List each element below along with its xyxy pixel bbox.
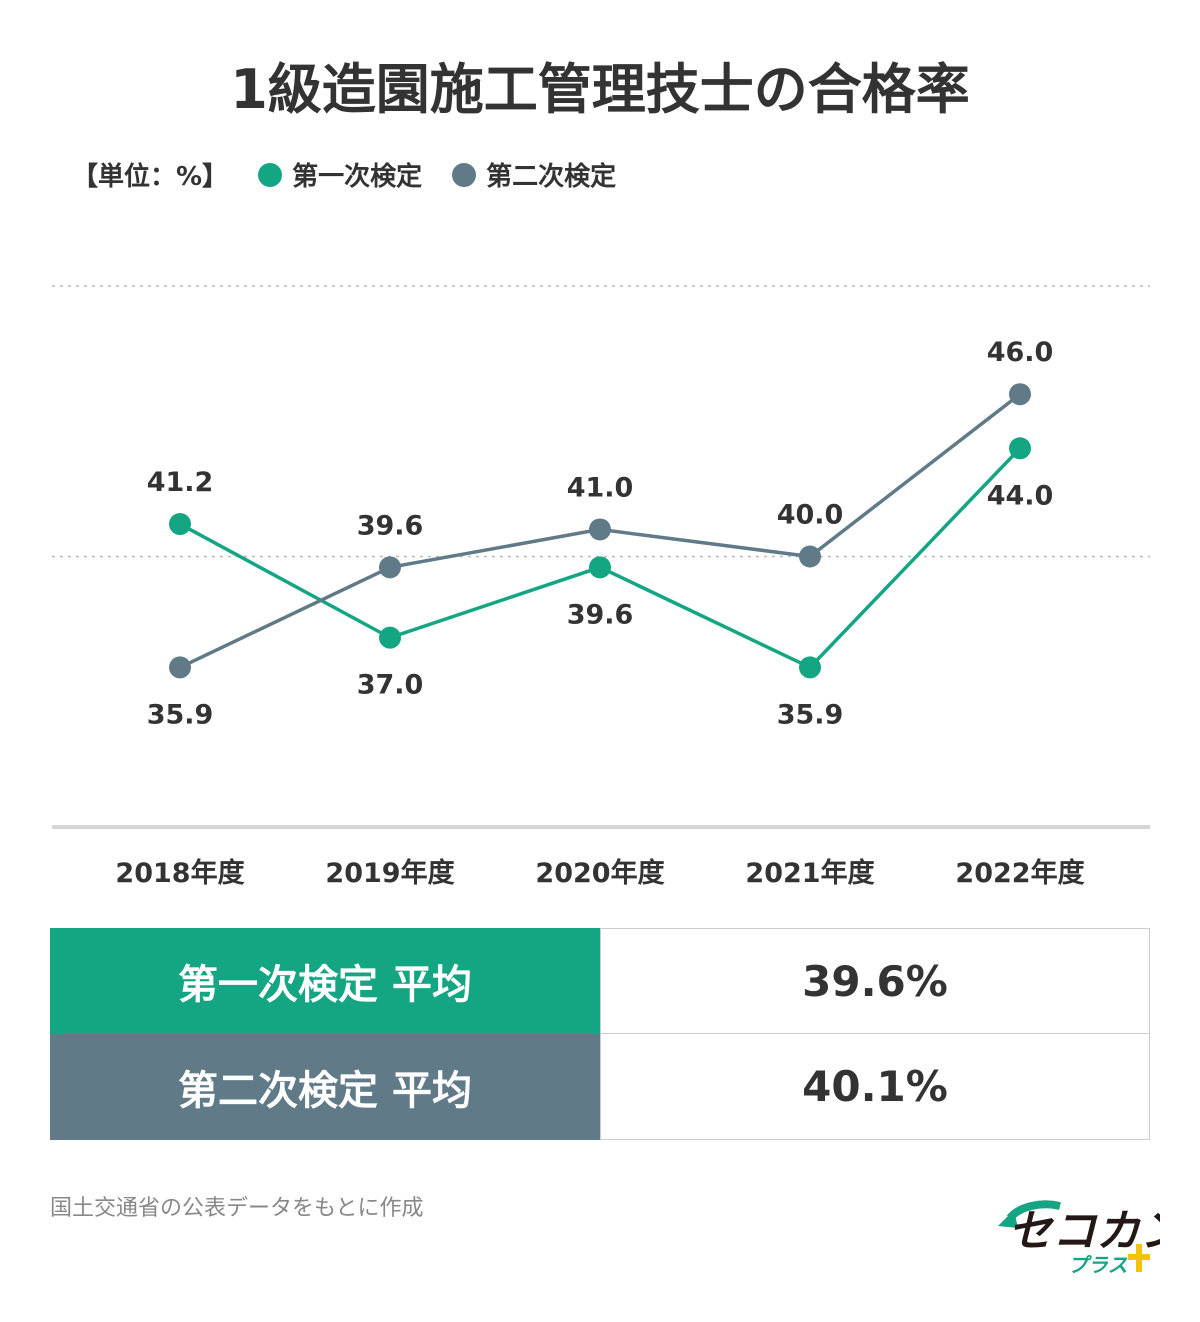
legend: 【単位：%】 第一次検定 第二次検定 xyxy=(72,156,616,193)
x-tick-label: 2021年度 xyxy=(745,857,874,889)
data-label: 41.0 xyxy=(567,472,634,503)
summary-value: 39.6% xyxy=(600,928,1150,1034)
data-label: 41.2 xyxy=(147,467,214,498)
legend-label-series-1: 第一次検定 xyxy=(292,162,423,192)
data-point xyxy=(169,513,191,536)
line-chart: 2018年度 2019年度 2020年度 2021年度 2022年度 41.2 37.0 39… xyxy=(52,285,1150,889)
summary-label: 第一次検定 平均 xyxy=(50,928,600,1034)
data-point xyxy=(379,556,401,579)
summary-label: 第二次検定 平均 xyxy=(50,1034,600,1140)
data-label: 35.9 xyxy=(147,699,214,730)
data-point xyxy=(799,656,821,679)
source-note: 国土交通省の公表データをもとに作成 xyxy=(50,1196,424,1221)
legend-label-series-2: 第二次検定 xyxy=(486,162,617,192)
data-label: 44.0 xyxy=(987,480,1054,511)
summary-value: 40.1% xyxy=(600,1034,1150,1140)
data-label: 46.0 xyxy=(987,337,1054,368)
data-point xyxy=(1009,437,1031,460)
data-label: 40.0 xyxy=(777,500,844,531)
x-tick-label: 2022年度 xyxy=(955,857,1084,889)
data-label: 37.0 xyxy=(357,670,424,701)
data-point xyxy=(1009,383,1031,406)
data-point xyxy=(799,545,821,568)
data-point xyxy=(589,556,611,579)
data-label: 39.6 xyxy=(357,510,424,541)
legend-dot-series-1 xyxy=(258,162,283,187)
summary-row-2: 第二次検定 平均 40.1% xyxy=(50,1034,1150,1140)
summary-table: 第一次検定 平均 39.6% 第二次検定 平均 40.1% xyxy=(50,928,1150,1140)
summary-row-1: 第一次検定 平均 39.6% xyxy=(50,928,1150,1034)
svg-text:プラス: プラス xyxy=(1068,1253,1128,1277)
data-label: 39.6 xyxy=(567,599,634,630)
data-point xyxy=(589,518,611,541)
x-tick-label: 2020年度 xyxy=(535,857,664,889)
data-point xyxy=(169,656,191,679)
unit-label: 【単位：%】 xyxy=(72,162,229,192)
logo: セコカン プラス xyxy=(990,1188,1187,1287)
x-tick-label: 2019年度 xyxy=(325,857,454,889)
chart-title: 1級造園施工管理技士の合格率 xyxy=(230,58,970,121)
svg-text:セコカン: セコカン xyxy=(1008,1206,1160,1257)
data-label: 35.9 xyxy=(777,699,844,730)
x-tick-label: 2018年度 xyxy=(115,857,244,889)
data-point xyxy=(379,626,401,649)
legend-dot-series-2 xyxy=(452,162,477,187)
